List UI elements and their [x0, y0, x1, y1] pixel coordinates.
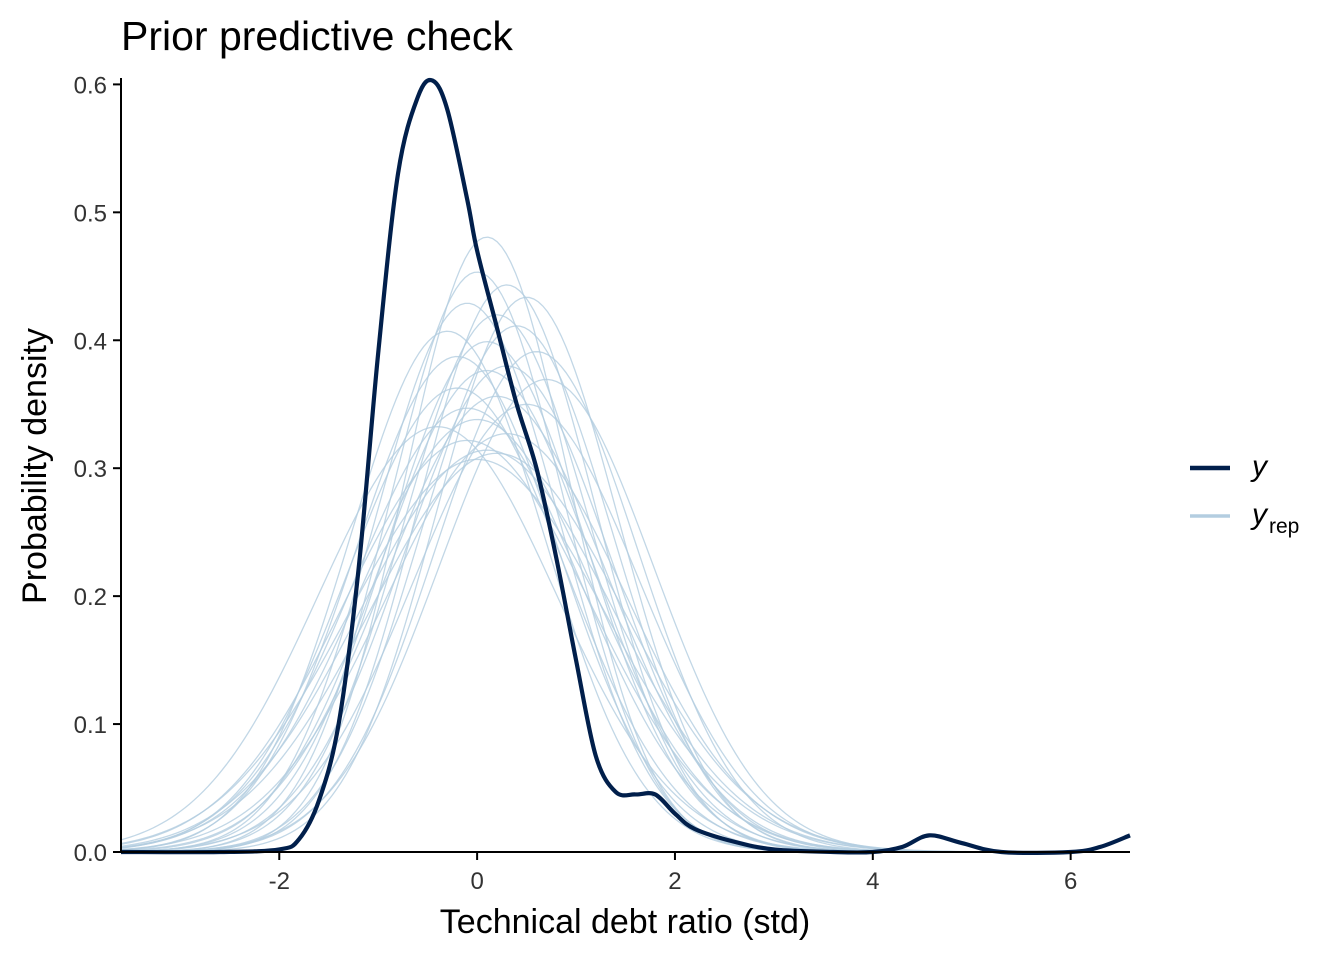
- x-tick-label: 0: [470, 868, 483, 895]
- yrep-line: [120, 271, 1130, 853]
- y-tick-label: 0.5: [74, 200, 107, 227]
- x-axis-title: Technical debt ratio (std): [440, 903, 810, 941]
- yrep-line: [120, 351, 1130, 853]
- yrep-line: [120, 355, 1130, 853]
- y-tick-label: 0.1: [74, 712, 107, 739]
- yrep-line: [120, 284, 1130, 853]
- yrep-line: [120, 340, 1130, 853]
- legend: y yrep: [1190, 450, 1299, 538]
- yrep-line: [120, 365, 1130, 853]
- x-tick-label: 6: [1064, 868, 1077, 895]
- yrep-line: [120, 325, 1130, 853]
- y-axis-title: Probability density: [16, 328, 54, 604]
- yrep-line: [120, 439, 1130, 853]
- yrep-line: [120, 330, 1130, 853]
- y-tick-label: 0.0: [74, 840, 107, 867]
- yrep-line: [120, 369, 1130, 853]
- axes: -2 0 2 4 6 0.0 0.1 0.2 0.3 0.4 0.5 0.6: [74, 72, 1130, 895]
- legend-label-y: y: [1250, 450, 1269, 483]
- yrep-line: [120, 418, 1130, 853]
- y-tick-label: 0.3: [74, 456, 107, 483]
- yrep-line: [120, 314, 1130, 853]
- yrep-line: [120, 395, 1130, 853]
- x-tick-label: 4: [866, 868, 879, 895]
- x-tick-label: -2: [269, 868, 290, 895]
- y-tick-label: 0.6: [74, 72, 107, 99]
- yrep-series-group: [120, 236, 1130, 853]
- y-tick-label: 0.4: [74, 328, 107, 355]
- y-series-group: [120, 77, 1131, 855]
- yrep-line: [120, 407, 1130, 853]
- legend-label-yrep: yrep: [1250, 498, 1299, 538]
- y-observed-line: [120, 77, 1131, 855]
- chart-title: Prior predictive check: [121, 13, 513, 59]
- x-tick-label: 2: [668, 868, 681, 895]
- yrep-line: [120, 378, 1130, 853]
- y-tick-label: 0.2: [74, 584, 107, 611]
- yrep-line: [120, 403, 1130, 853]
